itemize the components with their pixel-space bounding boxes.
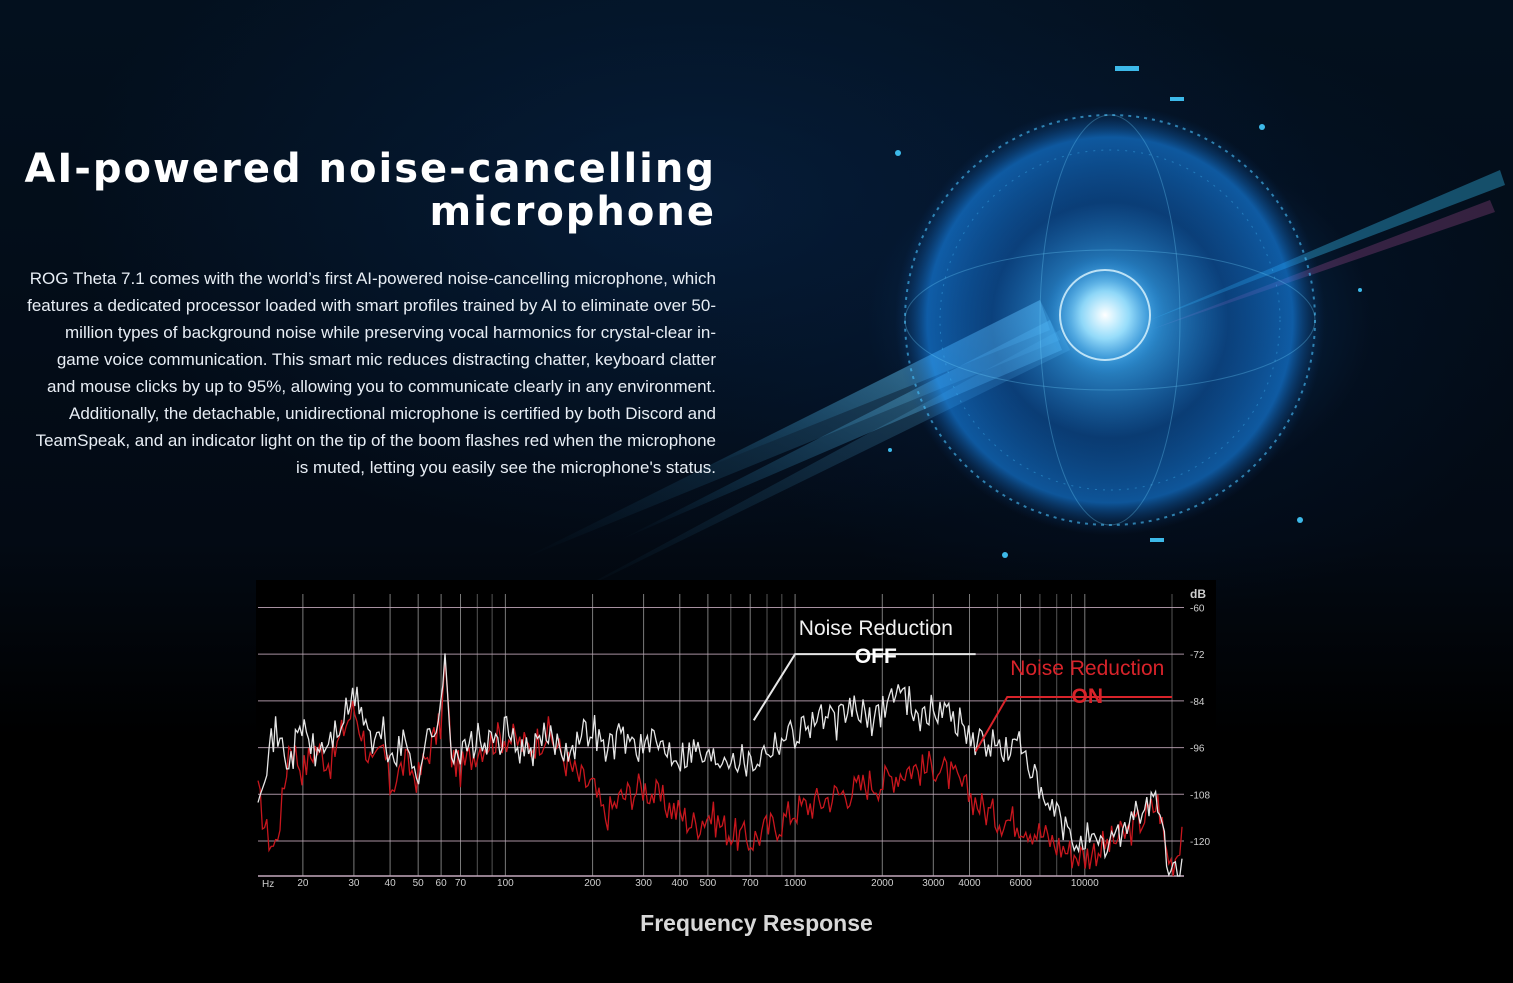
y-tick-label: -108 xyxy=(1190,790,1210,801)
callout-on-leader xyxy=(974,695,1173,752)
x-tick-label: 6000 xyxy=(1009,878,1032,889)
particle-dots xyxy=(888,66,1362,558)
x-tick-label: 100 xyxy=(497,878,514,889)
x-tick-label: 400 xyxy=(671,878,688,889)
series-noise-reduction-off xyxy=(257,653,1183,877)
y-axis-label: dB xyxy=(1190,587,1206,601)
x-tick-label: 50 xyxy=(413,878,425,889)
x-tick-label: 40 xyxy=(385,878,397,889)
page-title: AI-powered noise-cancelling microphone xyxy=(16,148,716,234)
frequency-response-chart: -60 -72 -84 -96 -108 -120 20 30 40 50 60 70 100 200 30… xyxy=(256,580,1216,892)
y-tick-label: -120 xyxy=(1190,837,1210,848)
product-description: ROG Theta 7.1 comes with the world’s fir… xyxy=(27,269,716,477)
title-line-2: microphone xyxy=(429,189,716,235)
x-tick-label: 30 xyxy=(348,878,360,889)
x-tick-label: 20 xyxy=(297,878,309,889)
x-tick-label: 3000 xyxy=(922,878,945,889)
sphere-core xyxy=(1045,255,1165,375)
legend-on-line2: ON xyxy=(1072,685,1104,708)
title-line-1: AI-powered noise-cancelling xyxy=(24,146,716,192)
chart-canvas: -60 -72 -84 -96 -108 -120 20 30 40 50 60 70 100 200 30… xyxy=(256,580,1216,892)
y-tick-label: -60 xyxy=(1190,603,1205,614)
y-tick-label: -96 xyxy=(1190,744,1205,755)
x-tick-label: 2000 xyxy=(871,878,894,889)
x-tick-label: 10000 xyxy=(1071,878,1099,889)
series-noise-reduction-on xyxy=(257,660,1183,877)
y-tick-label: -72 xyxy=(1190,650,1205,661)
x-tick-label: 4000 xyxy=(958,878,981,889)
x-axis-label: Hz xyxy=(262,879,274,890)
x-tick-label: 1000 xyxy=(784,878,807,889)
y-tick-label: -84 xyxy=(1190,697,1205,708)
chart-title: Frequency Response xyxy=(640,910,873,936)
chart-background xyxy=(256,580,1216,892)
legend-off-line2: OFF xyxy=(855,645,897,668)
legend-off-line1: Noise Reduction xyxy=(799,617,953,640)
x-tick-label: 200 xyxy=(584,878,601,889)
x-tick-label: 700 xyxy=(742,878,759,889)
x-tick-label: 500 xyxy=(700,878,717,889)
callout-off-leader xyxy=(752,653,976,721)
legend-on-line1: Noise Reduction xyxy=(1010,657,1164,680)
x-tick-label: 60 xyxy=(436,878,448,889)
x-tick-label: 70 xyxy=(455,878,467,889)
x-tick-label: 300 xyxy=(635,878,652,889)
